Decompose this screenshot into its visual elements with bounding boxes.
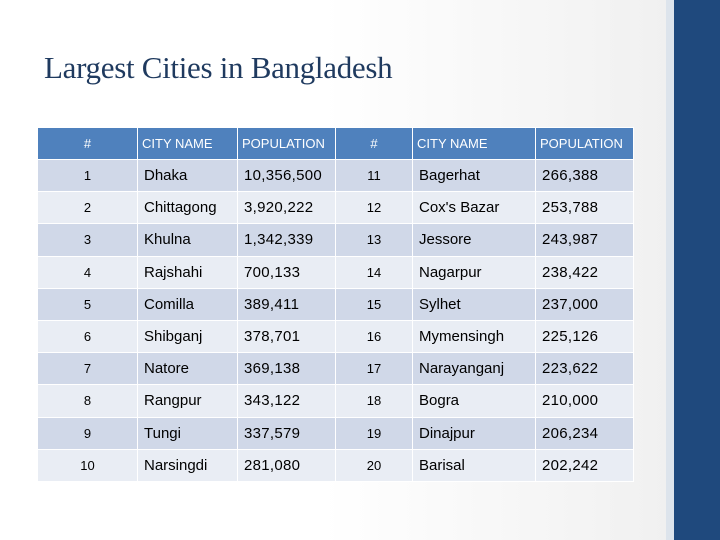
- cell-rank-right: 13: [335, 223, 413, 257]
- table-header-row: # CITY NAME POPULATION # CITY NAME POPUL…: [37, 127, 634, 160]
- cell-rank-left: 10: [37, 448, 138, 482]
- header-rank-left: #: [37, 127, 138, 160]
- header-rank-right: #: [335, 127, 413, 160]
- header-city-name-right: CITY NAME: [412, 127, 536, 160]
- slide-title: Largest Cities in Bangladesh: [44, 50, 393, 85]
- cell-rank-right: 17: [335, 352, 413, 386]
- cell-rank-left: 5: [37, 287, 138, 321]
- cell-rank-left: 2: [37, 191, 138, 225]
- table-row: 2 Chittagong 3,920,222 12 Cox's Bazar 253,788: [37, 191, 634, 225]
- table-row: 9 Tungi 337,579 19 Dinajpur 206,234: [37, 416, 634, 450]
- cell-population-left: 369,138: [237, 352, 336, 386]
- cell-rank-right: 14: [335, 255, 413, 289]
- cell-city-right: Narayanganj: [412, 352, 536, 386]
- header-city-name-left: CITY NAME: [137, 127, 238, 160]
- cell-population-right: 206,234: [535, 416, 634, 450]
- table-row: 8 Rangpur 343,122 18 Bogra 210,000: [37, 384, 634, 418]
- side-accent-strip-light: [666, 0, 674, 540]
- cell-city-left: Dhaka: [137, 158, 238, 193]
- cell-rank-right: 12: [335, 191, 413, 225]
- cell-population-right: 202,242: [535, 448, 634, 482]
- cell-city-left: Comilla: [137, 287, 238, 321]
- cell-rank-left: 4: [37, 255, 138, 289]
- cell-city-left: Khulna: [137, 223, 238, 257]
- table-row: 5 Comilla 389,411 15 Sylhet 237,000: [37, 287, 634, 321]
- cell-city-left: Tungi: [137, 416, 238, 450]
- cell-population-left: 10,356,500: [237, 158, 336, 193]
- cell-rank-right: 15: [335, 287, 413, 321]
- table-row: 6 Shibganj 378,701 16 Mymensingh 225,126: [37, 319, 634, 354]
- cell-city-right: Bogra: [412, 384, 536, 418]
- cell-population-right: 253,788: [535, 191, 634, 225]
- cell-city-right: Jessore: [412, 223, 536, 257]
- cell-population-left: 700,133: [237, 255, 336, 289]
- cell-city-right: Barisal: [412, 448, 536, 482]
- cell-population-left: 343,122: [237, 384, 336, 418]
- cell-rank-right: 16: [335, 319, 413, 354]
- cell-city-left: Rajshahi: [137, 255, 238, 289]
- cell-rank-right: 18: [335, 384, 413, 418]
- cell-city-left: Narsingdi: [137, 448, 238, 482]
- cell-city-left: Rangpur: [137, 384, 238, 418]
- cell-population-right: 266,388: [535, 158, 634, 193]
- cell-population-left: 389,411: [237, 287, 336, 321]
- table-row: 3 Khulna 1,342,339 13 Jessore 243,987: [37, 223, 634, 257]
- cell-population-left: 281,080: [237, 448, 336, 482]
- table-row: 7 Natore 369,138 17 Narayanganj 223,622: [37, 352, 634, 386]
- cell-rank-right: 19: [335, 416, 413, 450]
- header-population-left: POPULATION: [237, 127, 336, 160]
- cell-population-left: 337,579: [237, 416, 336, 450]
- cell-city-right: Mymensingh: [412, 319, 536, 354]
- cell-rank-left: 3: [37, 223, 138, 257]
- cell-city-left: Chittagong: [137, 191, 238, 225]
- cell-rank-right: 11: [335, 158, 413, 193]
- cell-rank-left: 1: [37, 158, 138, 193]
- cell-city-right: Nagarpur: [412, 255, 536, 289]
- cell-city-left: Natore: [137, 352, 238, 386]
- cell-population-right: 237,000: [535, 287, 634, 321]
- cell-population-right: 225,126: [535, 319, 634, 354]
- cell-rank-left: 6: [37, 319, 138, 354]
- cell-city-right: Bagerhat: [412, 158, 536, 193]
- table-row: 4 Rajshahi 700,133 14 Nagarpur 238,422: [37, 255, 634, 289]
- cell-city-right: Dinajpur: [412, 416, 536, 450]
- cell-population-right: 238,422: [535, 255, 634, 289]
- cell-population-left: 3,920,222: [237, 191, 336, 225]
- side-accent-bar: [674, 0, 720, 540]
- header-population-right: POPULATION: [535, 127, 634, 160]
- cities-table: # CITY NAME POPULATION # CITY NAME POPUL…: [37, 127, 634, 482]
- cell-population-left: 378,701: [237, 319, 336, 354]
- table-row: 10 Narsingdi 281,080 20 Barisal 202,242: [37, 448, 634, 482]
- cell-rank-left: 7: [37, 352, 138, 386]
- cell-city-left: Shibganj: [137, 319, 238, 354]
- cell-population-right: 210,000: [535, 384, 634, 418]
- cell-population-left: 1,342,339: [237, 223, 336, 257]
- cell-rank-left: 8: [37, 384, 138, 418]
- cell-population-right: 243,987: [535, 223, 634, 257]
- cell-city-right: Cox's Bazar: [412, 191, 536, 225]
- cell-population-right: 223,622: [535, 352, 634, 386]
- cell-city-right: Sylhet: [412, 287, 536, 321]
- cell-rank-right: 20: [335, 448, 413, 482]
- cell-rank-left: 9: [37, 416, 138, 450]
- table-row: 1 Dhaka 10,356,500 11 Bagerhat 266,388: [37, 158, 634, 193]
